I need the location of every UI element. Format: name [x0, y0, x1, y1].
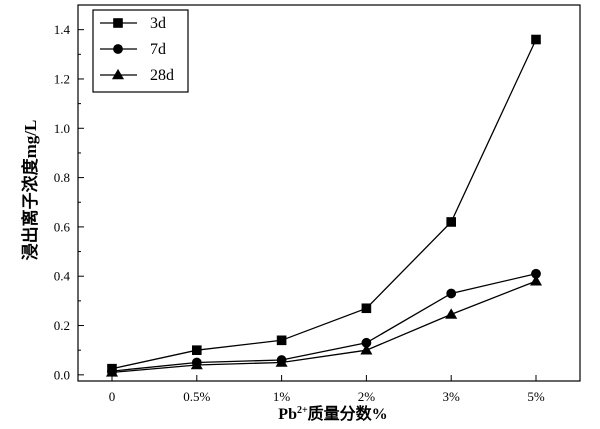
- x-axis-title: Pb2+质量分数%: [278, 404, 387, 423]
- data-point-28d-4: [445, 308, 458, 319]
- data-point-3d-5: [531, 34, 541, 45]
- legend-item-28d: 28d: [100, 67, 174, 84]
- series-line-7d: [111, 273, 537, 372]
- series-layer: [105, 34, 543, 377]
- legend-label-28d: 28d: [150, 67, 174, 84]
- y-tick-label: 0.4: [54, 269, 71, 284]
- series-line-3d: [111, 39, 537, 370]
- x-tick-label: 0: [109, 389, 116, 404]
- data-point-7d-4: [446, 288, 457, 299]
- data-point-3d-3: [361, 303, 372, 314]
- y-axis: 0.0 0.2 0.4 0.6 0.8 1.0 1.2 1.4: [54, 22, 84, 382]
- y-tick-label: 0.0: [54, 367, 70, 382]
- y-tick-label: 0.2: [54, 318, 70, 333]
- y-tick-label: 0.8: [54, 170, 70, 185]
- legend-triangle-marker: [111, 68, 125, 80]
- legend-circle-marker: [113, 44, 123, 54]
- x-tick-label: 2%: [358, 389, 376, 404]
- x-tick-label: 3%: [443, 389, 461, 404]
- plot-frame: [77, 4, 581, 382]
- y-tick-label: 1.2: [54, 71, 70, 86]
- data-point-28d-0: [105, 366, 119, 377]
- x-axis-title-rest: 质量分数%: [308, 404, 388, 423]
- data-point-28d-3: [360, 344, 373, 355]
- legend-label-3d: 3d: [150, 15, 166, 32]
- data-point-3d-4: [446, 217, 457, 227]
- data-point-3d-1: [192, 345, 202, 355]
- legend-item-7d: 7d: [100, 41, 166, 58]
- y-tick-label: 1.0: [54, 121, 70, 136]
- x-tick-label: 1%: [273, 389, 291, 404]
- data-point-28d-1: [190, 358, 203, 370]
- legend-square-marker: [113, 18, 123, 28]
- legend: 3d 7d 28d: [92, 9, 189, 93]
- data-point-28d-2: [275, 356, 288, 367]
- legend-item-3d: 3d: [100, 15, 166, 32]
- legend-box: [92, 9, 189, 93]
- y-axis-title: 浸出离子浓度mg/L: [20, 120, 40, 261]
- x-axis-title-superscript: 2+: [297, 405, 308, 416]
- x-tick-label: 0.5%: [183, 389, 210, 404]
- y-tick-label: 0.6: [54, 219, 71, 234]
- x-axis: 0 0.5% 1% 2% 3% 5%: [109, 375, 545, 404]
- y-tick-label: 1.4: [54, 22, 71, 37]
- data-point-28d-5: [529, 275, 543, 286]
- x-tick-label: 5%: [527, 389, 545, 404]
- x-axis-title-base: Pb: [278, 406, 297, 423]
- legend-label-7d: 7d: [150, 41, 166, 58]
- series-line-28d: [111, 280, 537, 374]
- data-point-3d-2: [276, 335, 287, 346]
